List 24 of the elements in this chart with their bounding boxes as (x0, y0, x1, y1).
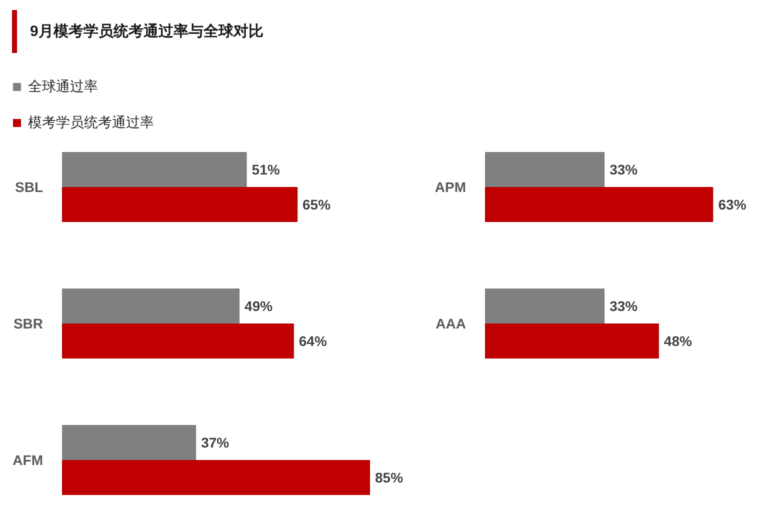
bar (62, 152, 247, 187)
data-label: 51% (252, 161, 280, 178)
data-label: 33% (610, 298, 638, 314)
bar (62, 187, 298, 222)
y-tick-label: SBL (15, 179, 44, 196)
y-tick-label: AAA (436, 316, 466, 332)
bar (62, 324, 294, 358)
data-label: 37% (201, 434, 230, 450)
chart-title: 9月模考学员统考通过率与全球对比 (30, 22, 264, 42)
y-tick-label: AFM (12, 452, 43, 468)
y-tick-label: APM (434, 179, 466, 196)
y-tick-label: SBR (13, 316, 43, 332)
data-label: 33% (610, 161, 638, 178)
legend-label: 模考学员统考通过率 (28, 114, 154, 132)
legend-label: 全球通过率 (28, 78, 98, 96)
data-label: 49% (244, 298, 274, 314)
data-label: 63% (718, 196, 747, 212)
data-label: 64% (298, 332, 328, 349)
data-label: 65% (302, 196, 332, 212)
bar (62, 460, 370, 495)
bar (62, 425, 196, 460)
data-label: 85% (375, 469, 404, 486)
data-label: 48% (664, 332, 692, 349)
bar (62, 288, 240, 324)
